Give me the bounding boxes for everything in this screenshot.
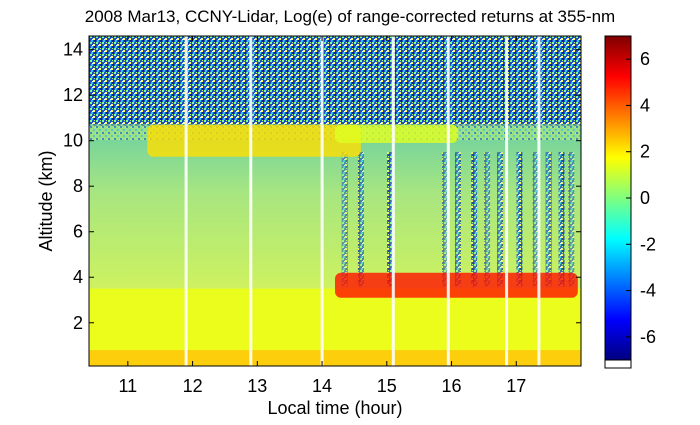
noise-streak	[471, 152, 478, 287]
noise-streak	[516, 152, 523, 287]
x-tick-label: 14	[312, 376, 332, 396]
chart-title: 2008 Mar13, CCNY-Lidar, Log(e) of range-…	[85, 7, 615, 26]
colorbar-tick-label: -6	[640, 327, 656, 347]
colorbar-end-cap	[604, 359, 632, 369]
y-tick-label: 14	[63, 40, 83, 60]
data-gap	[320, 36, 324, 366]
data-gap	[184, 36, 188, 366]
atmospheric-layers	[89, 124, 581, 366]
noise-streak	[442, 152, 449, 287]
noise-streak	[387, 152, 394, 287]
data-gap	[249, 36, 253, 366]
y-tick-label: 4	[73, 267, 83, 287]
y-tick-label: 10	[63, 131, 83, 151]
colorbar-tick-label: 2	[640, 142, 650, 162]
plot-area	[89, 36, 581, 366]
layer-mark	[89, 350, 581, 366]
x-axis: 11 12 13 14 15 16 17	[118, 36, 526, 396]
x-tick-label: 17	[506, 376, 526, 396]
layer-mark	[335, 272, 578, 298]
x-axis-label: Local time (hour)	[267, 398, 402, 418]
x-tick-label: 12	[183, 376, 203, 396]
colorbar-ticks: -6 -4 -2 0 2 4 6	[626, 49, 656, 347]
plot-frame	[88, 35, 582, 367]
data-gap	[505, 36, 509, 366]
colorbar: -6 -4 -2 0 2 4 6	[604, 35, 656, 369]
layer-mark	[147, 124, 361, 157]
y-tick-label: 6	[73, 222, 83, 242]
data-gap	[537, 36, 541, 366]
x-tick-label: 13	[247, 376, 267, 396]
y-tick-label: 8	[73, 176, 83, 196]
noise-streak	[341, 152, 348, 287]
noise-streak	[497, 152, 504, 287]
x-tick-label: 11	[118, 376, 137, 396]
colorbar-tick-label: 0	[640, 188, 650, 208]
noise-streak	[545, 152, 552, 287]
noise-streak	[455, 152, 461, 287]
data-gap	[446, 36, 450, 366]
colorbar-tick-label: 4	[640, 95, 650, 115]
colorbar-tick-label: -2	[640, 234, 656, 254]
noise-streak	[568, 152, 575, 287]
data-gaps	[184, 36, 541, 366]
noisy-upper-region	[89, 36, 581, 126]
data-gap	[391, 36, 395, 366]
noise-streaks	[341, 152, 575, 287]
layer-mark	[335, 124, 458, 143]
x-tick-label: 16	[442, 376, 462, 396]
layer-mark	[89, 288, 581, 350]
noise-streak	[357, 152, 364, 287]
y-axis-label: Altitude (km)	[36, 150, 56, 251]
noise-streak	[532, 152, 539, 287]
noise-streak	[558, 152, 565, 287]
noise-streak	[484, 152, 491, 287]
y-tick-label: 12	[63, 85, 83, 105]
colorbar-tick-label: 6	[640, 49, 650, 69]
x-tick-label: 15	[377, 376, 397, 396]
y-tick-label: 2	[73, 313, 83, 333]
y-axis: 2 4 6 8 10 12 14	[63, 40, 581, 333]
colorbar-tick-label: -4	[640, 281, 656, 301]
